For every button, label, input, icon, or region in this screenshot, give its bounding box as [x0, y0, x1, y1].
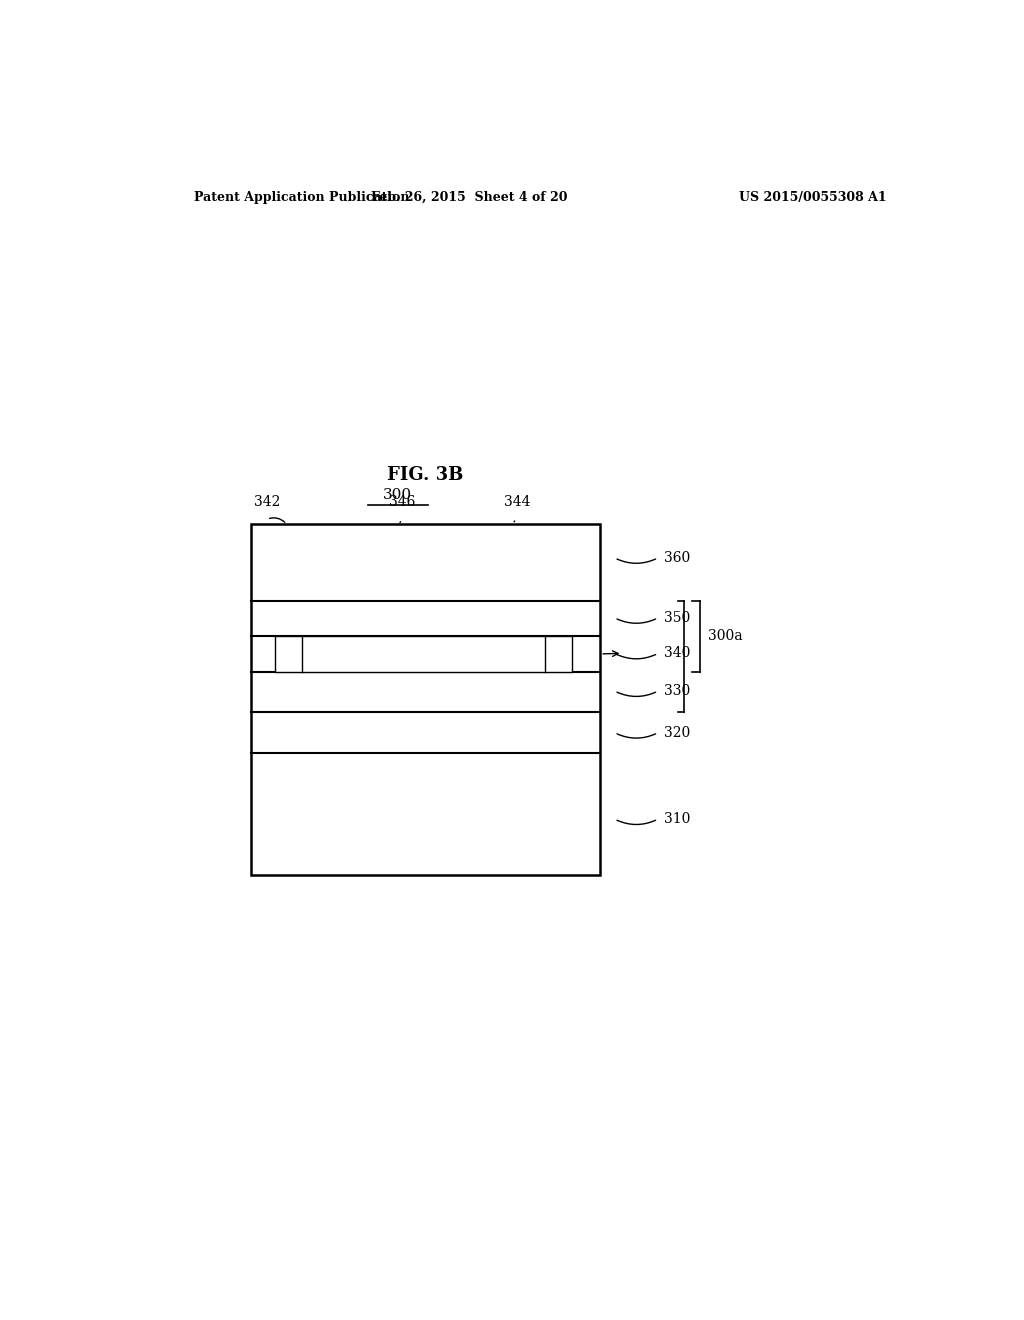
Text: Feb. 26, 2015  Sheet 4 of 20: Feb. 26, 2015 Sheet 4 of 20	[371, 190, 567, 203]
Bar	[251, 524, 600, 875]
Text: 300: 300	[383, 488, 413, 502]
Text: 346: 346	[388, 495, 415, 510]
Text: 342: 342	[254, 495, 281, 510]
Bar	[274, 636, 572, 672]
Text: 344: 344	[504, 495, 530, 510]
Text: 340: 340	[664, 647, 690, 660]
Text: Patent Application Publication: Patent Application Publication	[194, 190, 410, 203]
Text: US 2015/0055308 A1: US 2015/0055308 A1	[739, 190, 887, 203]
Text: FIG. 3B: FIG. 3B	[387, 466, 464, 483]
Text: 310: 310	[664, 812, 690, 826]
Text: 360: 360	[664, 550, 690, 565]
Text: 350: 350	[664, 611, 690, 624]
Text: 300a: 300a	[709, 630, 742, 643]
Text: 320: 320	[664, 726, 690, 739]
Text: 330: 330	[664, 684, 690, 698]
